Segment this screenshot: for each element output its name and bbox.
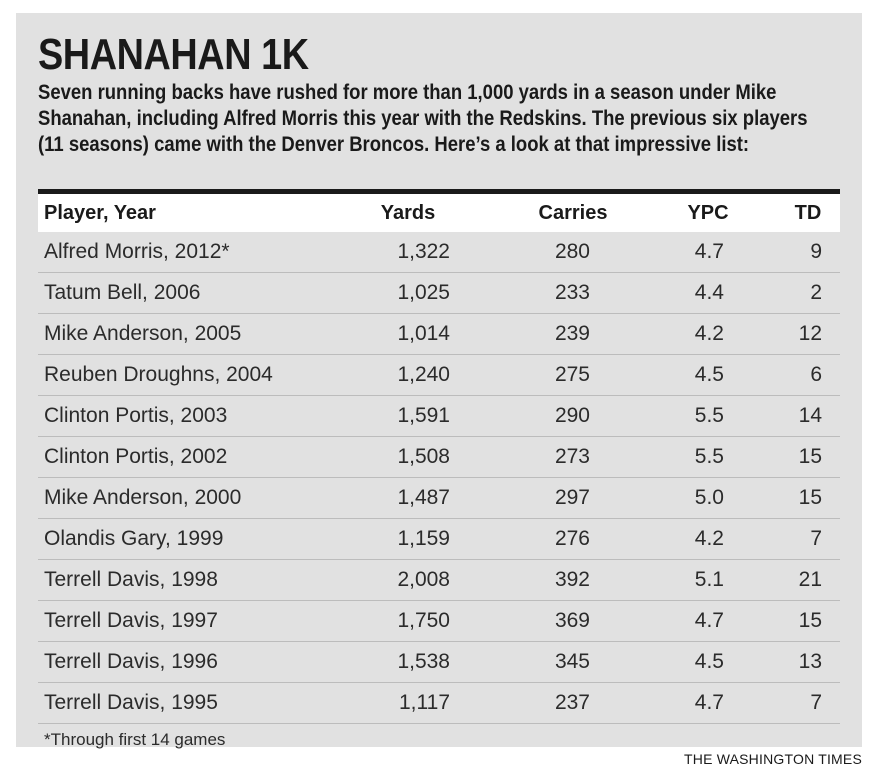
- ypc-cell: 4.4: [694, 281, 724, 304]
- td-cell: 9: [810, 240, 822, 263]
- footnote: *Through first 14 games: [44, 730, 226, 749]
- table-row: Reuben Droughns, 2004 1,240 275 4.5 6: [38, 355, 840, 396]
- table-body: Alfred Morris, 2012* 1,322 280 4.7 9 Tatum Be…: [38, 232, 840, 724]
- td-cell: 12: [798, 322, 822, 345]
- player-year-cell: Olandis Gary, 1999: [44, 527, 224, 550]
- table-row: Clinton Portis, 2003 1,591 290 5.5 14: [38, 396, 840, 437]
- column-header-player-year: Player, Year: [44, 202, 156, 224]
- yards-cell: 1,014: [397, 322, 450, 345]
- ypc-cell: 5.1: [694, 568, 724, 591]
- td-cell: 14: [798, 404, 822, 427]
- td-cell: 2: [810, 281, 822, 304]
- table-header-row: Player, Year Yards Carries YPC TD: [38, 194, 840, 232]
- table-row: Tatum Bell, 2006 1,025 233 4.4 2: [38, 273, 840, 314]
- intro-text: Seven running backs have rushed for more…: [38, 81, 808, 156]
- player-year-cell: Clinton Portis, 2003: [44, 404, 228, 427]
- player-year-cell: Terrell Davis, 1996: [44, 650, 218, 673]
- headline: SHANAHAN 1K: [38, 30, 309, 79]
- td-cell: 7: [810, 691, 822, 714]
- graphic-panel: SHANAHAN 1K Seven running backs have rus…: [16, 13, 862, 749]
- column-header-carries: Carries: [538, 202, 608, 224]
- yards-cell: 1,117: [399, 691, 450, 714]
- column-header-td: TD: [794, 202, 822, 224]
- player-year-cell: Reuben Droughns, 2004: [44, 363, 273, 386]
- td-cell: 15: [798, 486, 822, 509]
- player-year-cell: Tatum Bell, 2006: [44, 281, 201, 304]
- carries-cell: 297: [554, 486, 590, 509]
- player-year-cell: Terrell Davis, 1998: [44, 568, 218, 591]
- yards-cell: 1,508: [397, 445, 450, 468]
- ypc-cell: 4.7: [694, 609, 724, 632]
- carries-cell: 239: [554, 322, 590, 345]
- ypc-cell: 4.2: [694, 527, 724, 550]
- player-year-cell: Alfred Morris, 2012*: [44, 240, 230, 263]
- carries-cell: 345: [554, 650, 590, 673]
- ypc-cell: 4.7: [694, 240, 724, 263]
- source-credit: THE WASHINGTON TIMES: [684, 751, 862, 767]
- ypc-cell: 4.5: [694, 650, 724, 673]
- player-year-cell: Terrell Davis, 1995: [44, 691, 218, 714]
- ypc-cell: 5.5: [694, 445, 724, 468]
- column-header-yards: Yards: [380, 202, 436, 224]
- td-cell: 15: [798, 609, 822, 632]
- yards-cell: 2,008: [397, 568, 450, 591]
- ypc-cell: 4.5: [694, 363, 724, 386]
- ypc-cell: 4.2: [694, 322, 724, 345]
- yards-cell: 1,750: [397, 609, 450, 632]
- table-top-rule: [38, 189, 840, 194]
- carries-cell: 275: [554, 363, 590, 386]
- carries-cell: 237: [554, 691, 590, 714]
- carries-cell: 276: [554, 527, 590, 550]
- table-row: Mike Anderson, 2000 1,487 297 5.0 15: [38, 478, 840, 519]
- td-cell: 13: [798, 650, 822, 673]
- table-row: Terrell Davis, 1997 1,750 369 4.7 15: [38, 601, 840, 642]
- carries-cell: 369: [554, 609, 590, 632]
- carries-cell: 233: [554, 281, 590, 304]
- carries-cell: 280: [554, 240, 590, 263]
- td-cell: 15: [798, 445, 822, 468]
- ypc-cell: 4.7: [694, 691, 724, 714]
- yards-cell: 1,159: [397, 527, 450, 550]
- player-year-cell: Mike Anderson, 2005: [44, 322, 242, 345]
- yards-cell: 1,487: [397, 486, 450, 509]
- yards-cell: 1,240: [397, 363, 450, 386]
- column-header-ypc: YPC: [687, 202, 729, 224]
- carries-cell: 392: [554, 568, 590, 591]
- td-cell: 7: [810, 527, 822, 550]
- ypc-cell: 5.5: [694, 404, 724, 427]
- table-row: Mike Anderson, 2005 1,014 239 4.2 12: [38, 314, 840, 355]
- table-row: Clinton Portis, 2002 1,508 273 5.5 15: [38, 437, 840, 478]
- yards-cell: 1,322: [397, 240, 450, 263]
- table-row: Terrell Davis, 1998 2,008 392 5.1 21: [38, 560, 840, 601]
- ypc-cell: 5.0: [694, 486, 724, 509]
- table-row: Terrell Davis, 1995 1,117 237 4.7 7: [38, 683, 840, 724]
- table-row: Alfred Morris, 2012* 1,322 280 4.7 9: [38, 232, 840, 273]
- carries-cell: 273: [554, 445, 590, 468]
- carries-cell: 290: [554, 404, 590, 427]
- yards-cell: 1,591: [397, 404, 450, 427]
- table-row: Terrell Davis, 1996 1,538 345 4.5 13: [38, 642, 840, 683]
- td-cell: 21: [798, 568, 822, 591]
- player-year-cell: Clinton Portis, 2002: [44, 445, 228, 468]
- yards-cell: 1,025: [397, 281, 450, 304]
- yards-cell: 1,538: [397, 650, 450, 673]
- table-row: Olandis Gary, 1999 1,159 276 4.2 7: [38, 519, 840, 560]
- player-year-cell: Mike Anderson, 2000: [44, 486, 242, 509]
- td-cell: 6: [810, 363, 822, 386]
- stats-table: Player, Year Yards Carries YPC TD Alfred…: [38, 189, 840, 724]
- player-year-cell: Terrell Davis, 1997: [44, 609, 218, 632]
